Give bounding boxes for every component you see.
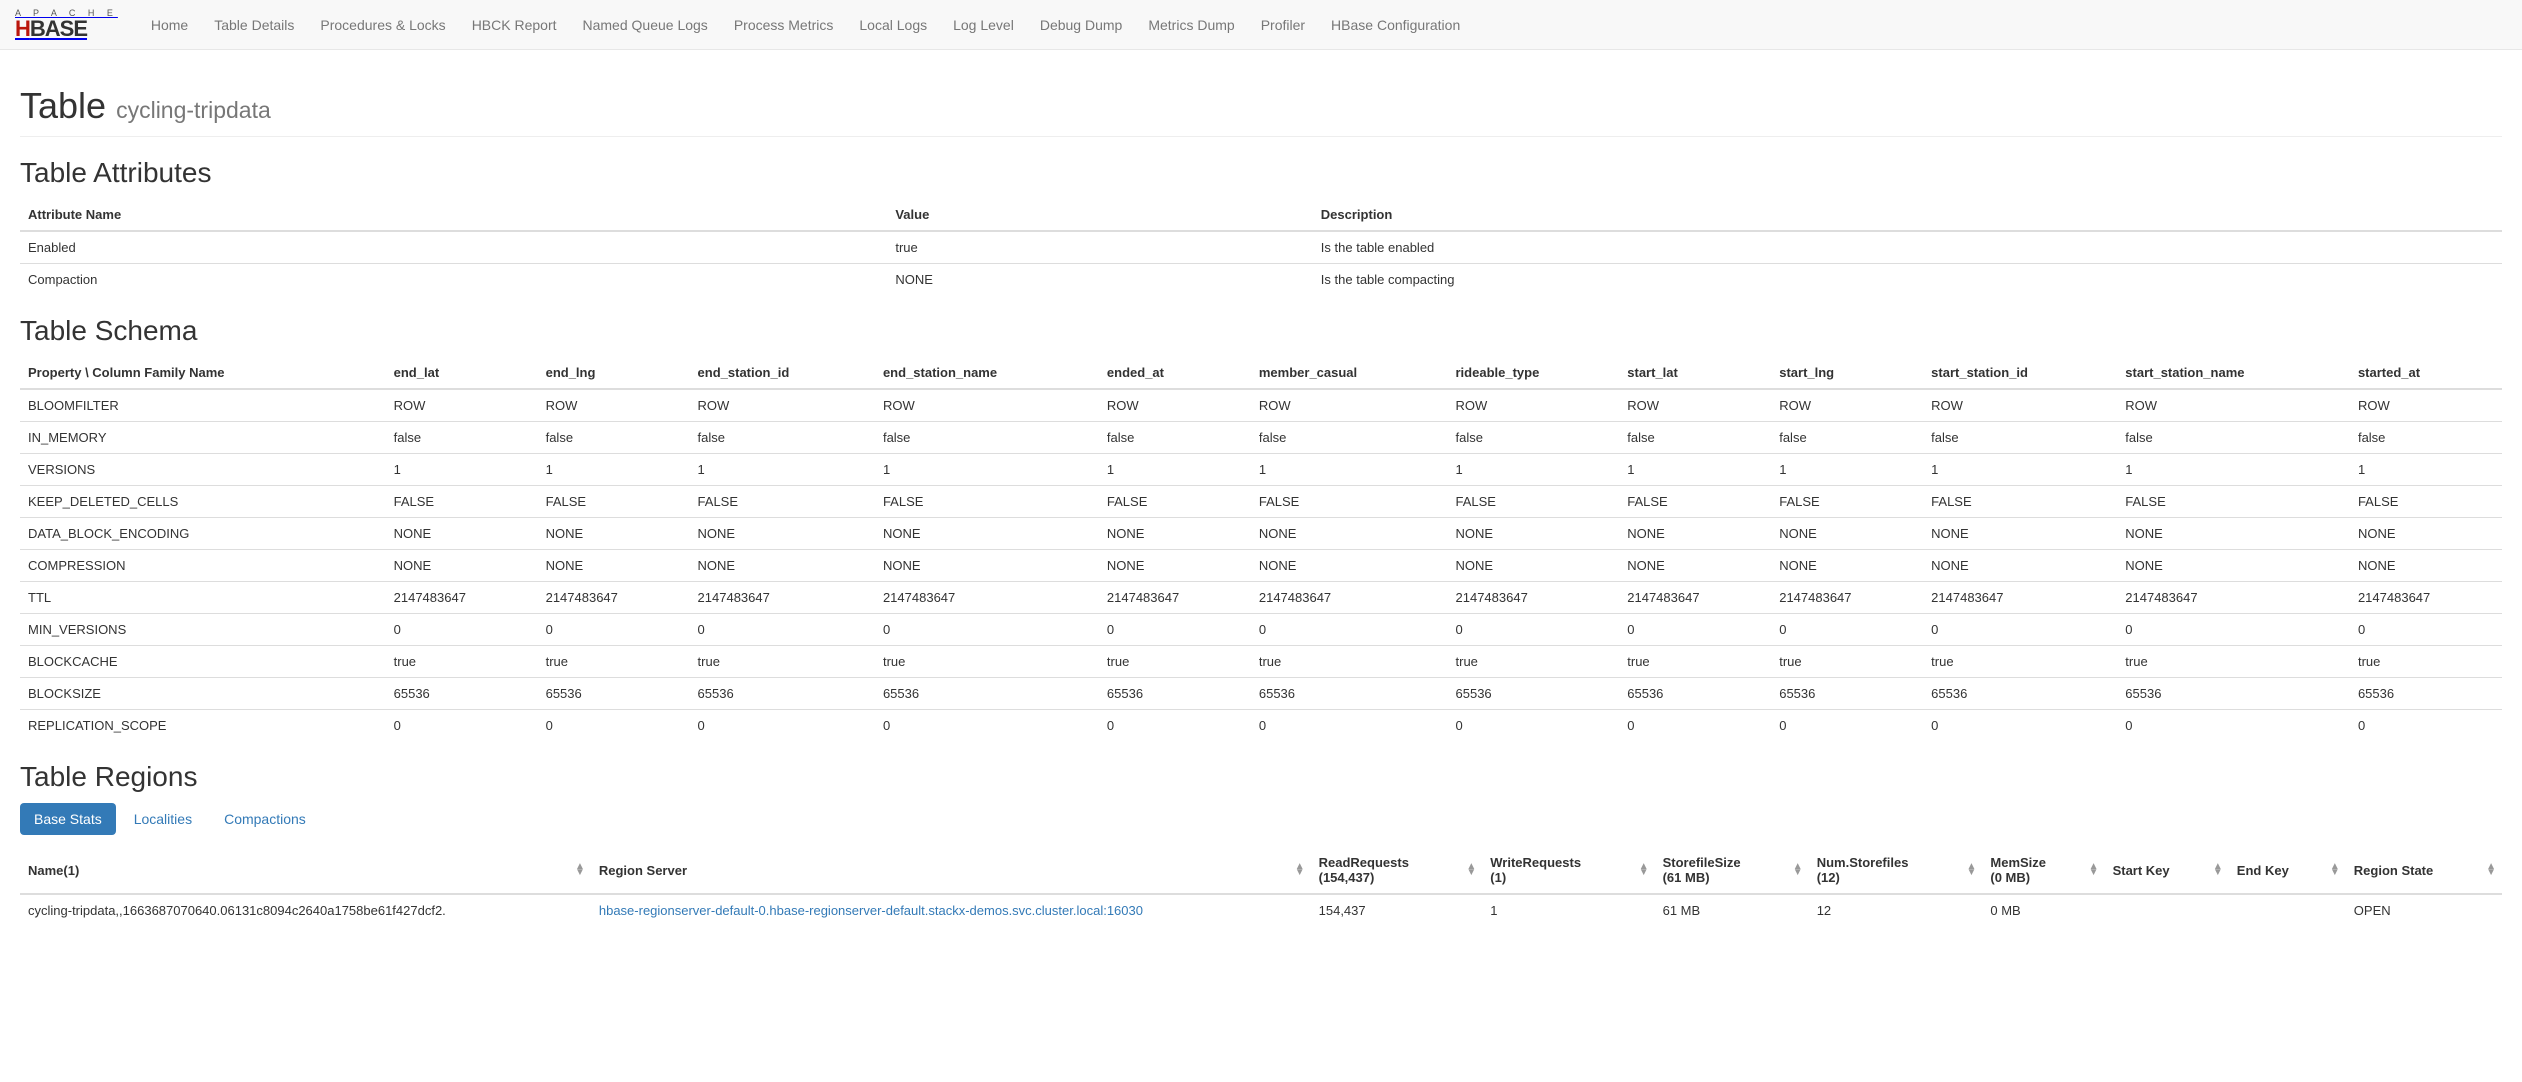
nav-link-9[interactable]: Metrics Dump <box>1135 2 1247 48</box>
table-row: BLOCKSIZE6553665536655366553665536655366… <box>20 678 2502 710</box>
nav-links: HomeTable DetailsProcedures & LocksHBCK … <box>138 2 1473 48</box>
page-header: Table cycling-tripdata <box>20 85 2502 137</box>
regions-table: Name(1)▲▼ Region Server▲▼ ReadRequests(1… <box>20 847 2502 926</box>
attr-col: Value <box>887 199 1312 231</box>
sort-icon: ▲▼ <box>1966 864 1976 876</box>
col-region-server[interactable]: Region Server▲▼ <box>591 847 1311 894</box>
table-row: VERSIONS111111111111 <box>20 454 2502 486</box>
schema-family-col: ended_at <box>1099 357 1251 389</box>
table-row: BLOCKCACHEtruetruetruetruetruetruetruetr… <box>20 646 2502 678</box>
schema-family-col: start_station_name <box>2117 357 2350 389</box>
table-row: MIN_VERSIONS000000000000 <box>20 614 2502 646</box>
table-row: BLOOMFILTERROWROWROWROWROWROWROWROWROWRO… <box>20 389 2502 422</box>
sort-icon: ▲▼ <box>1466 864 1476 876</box>
schema-family-col: started_at <box>2350 357 2502 389</box>
page-subtitle: cycling-tripdata <box>116 97 271 123</box>
col-num-storefiles[interactable]: Num.Storefiles(12)▲▼ <box>1809 847 1983 894</box>
table-row: DATA_BLOCK_ENCODINGNONENONENONENONENONEN… <box>20 518 2502 550</box>
sort-icon: ▲▼ <box>1295 864 1305 876</box>
col-memsize[interactable]: MemSize(0 MB)▲▼ <box>1982 847 2104 894</box>
brand-bottom-text: HBASE <box>15 18 118 40</box>
col-storefile-size[interactable]: StorefileSize(61 MB)▲▼ <box>1655 847 1809 894</box>
schema-table: Property \ Column Family Nameend_latend_… <box>20 357 2502 741</box>
col-read-requests[interactable]: ReadRequests(154,437)▲▼ <box>1311 847 1483 894</box>
table-row: KEEP_DELETED_CELLSFALSEFALSEFALSEFALSEFA… <box>20 486 2502 518</box>
nav-link-7[interactable]: Log Level <box>940 2 1027 48</box>
table-row: cycling-tripdata,,1663687070640.06131c80… <box>20 894 2502 926</box>
table-row: REPLICATION_SCOPE000000000000 <box>20 710 2502 742</box>
col-start-key[interactable]: Start Key▲▼ <box>2105 847 2229 894</box>
region-server-link[interactable]: hbase-regionserver-default-0.hbase-regio… <box>599 903 1143 918</box>
schema-heading: Table Schema <box>20 315 2502 347</box>
page-title: Table cycling-tripdata <box>20 85 2502 127</box>
schema-first-col: Property \ Column Family Name <box>20 357 386 389</box>
sort-icon: ▲▼ <box>1793 864 1803 876</box>
nav-link-0[interactable]: Home <box>138 2 201 48</box>
nav-link-3[interactable]: HBCK Report <box>459 2 570 48</box>
schema-family-col: member_casual <box>1251 357 1448 389</box>
tab-base stats[interactable]: Base Stats <box>20 803 116 835</box>
schema-family-col: start_lat <box>1619 357 1771 389</box>
nav-link-8[interactable]: Debug Dump <box>1027 2 1136 48</box>
table-row: CompactionNONEIs the table compacting <box>20 264 2502 296</box>
col-end-key[interactable]: End Key▲▼ <box>2229 847 2346 894</box>
attr-col: Description <box>1313 199 2502 231</box>
nav-link-6[interactable]: Local Logs <box>846 2 940 48</box>
col-write-requests[interactable]: WriteRequests(1)▲▼ <box>1482 847 1654 894</box>
tab-compactions[interactable]: Compactions <box>210 803 320 835</box>
nav-link-10[interactable]: Profiler <box>1248 2 1318 48</box>
page-title-text: Table <box>20 85 106 126</box>
sort-icon: ▲▼ <box>2089 864 2099 876</box>
regions-heading: Table Regions <box>20 761 2502 793</box>
col-region-state[interactable]: Region State▲▼ <box>2346 847 2502 894</box>
sort-icon: ▲▼ <box>2330 864 2340 876</box>
regions-tabs: Base StatsLocalitiesCompactions <box>20 803 2502 835</box>
tab-localities[interactable]: Localities <box>120 803 206 835</box>
nav-link-4[interactable]: Named Queue Logs <box>570 2 721 48</box>
sort-icon: ▲▼ <box>2213 864 2223 876</box>
top-navbar: A P A C H E HBASE HomeTable DetailsProce… <box>0 0 2522 50</box>
nav-link-2[interactable]: Procedures & Locks <box>307 2 458 48</box>
schema-family-col: end_lng <box>538 357 690 389</box>
attributes-heading: Table Attributes <box>20 157 2502 189</box>
table-row: IN_MEMORYfalsefalsefalsefalsefalsefalsef… <box>20 422 2502 454</box>
schema-family-col: end_lat <box>386 357 538 389</box>
sort-icon: ▲▼ <box>575 864 585 876</box>
nav-link-5[interactable]: Process Metrics <box>721 2 847 48</box>
table-row: COMPRESSIONNONENONENONENONENONENONENONEN… <box>20 550 2502 582</box>
schema-family-col: start_station_id <box>1923 357 2117 389</box>
main-container: Table cycling-tripdata Table Attributes … <box>0 50 2522 961</box>
schema-family-col: end_station_name <box>875 357 1099 389</box>
attributes-table: Attribute NameValueDescription Enabledtr… <box>20 199 2502 295</box>
schema-family-col: rideable_type <box>1448 357 1620 389</box>
nav-link-11[interactable]: HBase Configuration <box>1318 2 1473 48</box>
table-row: TTL2147483647214748364721474836472147483… <box>20 582 2502 614</box>
sort-icon: ▲▼ <box>1639 864 1649 876</box>
attr-col: Attribute Name <box>20 199 887 231</box>
col-name[interactable]: Name(1)▲▼ <box>20 847 591 894</box>
sort-icon: ▲▼ <box>2486 864 2496 876</box>
schema-family-col: start_lng <box>1771 357 1923 389</box>
table-row: EnabledtrueIs the table enabled <box>20 231 2502 264</box>
nav-link-1[interactable]: Table Details <box>201 2 307 48</box>
schema-family-col: end_station_id <box>690 357 875 389</box>
brand-logo[interactable]: A P A C H E HBASE <box>15 9 118 40</box>
